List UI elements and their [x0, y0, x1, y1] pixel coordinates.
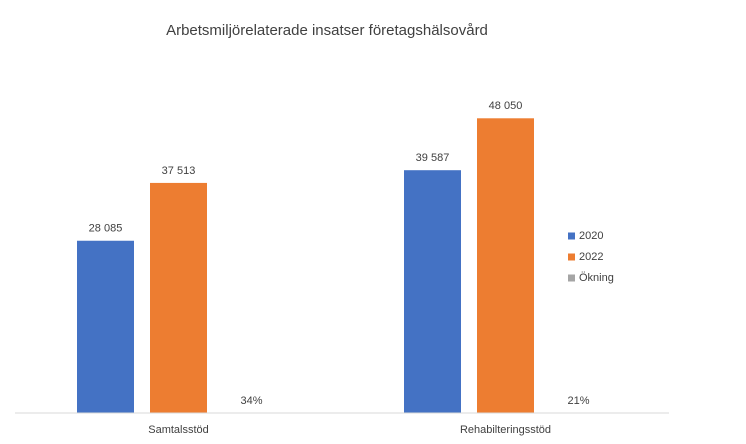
- chart-title: Arbetsmiljörelaterade insatser företagsh…: [166, 22, 488, 39]
- data-label: 34%: [240, 395, 262, 407]
- data-label: 28 085: [89, 223, 123, 235]
- data-label: 48 050: [489, 100, 523, 112]
- data-label: 37 513: [162, 165, 196, 177]
- legend-label: 2020: [579, 230, 603, 242]
- data-label: 39 587: [416, 152, 450, 164]
- bar: [477, 118, 534, 413]
- legend-label: 2022: [579, 251, 603, 263]
- bar: [404, 170, 461, 413]
- data-label: 21%: [567, 395, 589, 407]
- x-tick-label: Rehabilteringsstöd: [460, 424, 551, 436]
- legend-swatch: [568, 232, 575, 240]
- legend-swatch: [568, 274, 575, 282]
- bar: [77, 240, 134, 413]
- legend-swatch: [568, 253, 575, 261]
- legend-label: Ökning: [579, 272, 614, 284]
- x-tick-label: Samtalsstöd: [148, 424, 209, 436]
- bar: [150, 182, 207, 413]
